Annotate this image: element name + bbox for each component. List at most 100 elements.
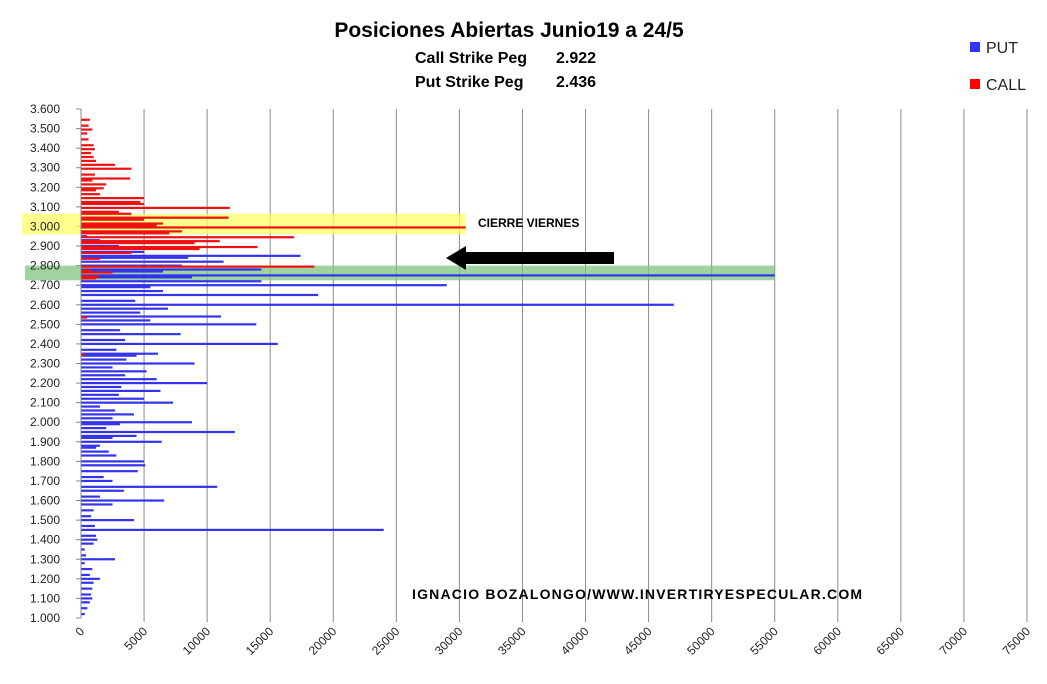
call-bar: [81, 230, 182, 233]
put-bar: [81, 485, 218, 488]
x-tick-label: 55000: [747, 624, 781, 658]
call-bar: [81, 177, 131, 180]
put-bar: [81, 567, 93, 571]
call-bar: [81, 257, 100, 260]
put-bar: [81, 475, 104, 479]
put-bar: [81, 515, 92, 518]
y-tick-label: 2.400: [30, 337, 60, 351]
put-bar: [81, 315, 222, 318]
call-bar: [81, 173, 95, 176]
put-bar: [81, 612, 85, 616]
y-tick-label: 2.200: [30, 376, 60, 390]
y-tick-label: 3.600: [30, 102, 60, 116]
put-bar: [81, 374, 126, 377]
x-tick-label: 45000: [621, 624, 655, 658]
call-bar: [81, 155, 94, 159]
call-bar: [81, 151, 92, 155]
call-bar: [81, 236, 295, 239]
put-bar: [81, 444, 100, 447]
y-tick-label: 1.000: [30, 611, 60, 625]
put-bar: [81, 299, 136, 302]
y-tick-label: 2.700: [30, 278, 60, 292]
put-bar: [81, 293, 319, 297]
put-bar: [81, 421, 192, 424]
call-bar: [81, 196, 145, 200]
put-bar: [81, 499, 165, 502]
x-tick-labels: 0 5000 10000 15000 20000 25000 30000 35000 40000…: [72, 624, 1033, 658]
call-bar: [81, 240, 220, 243]
watermark: IGNACIO BOZALONGO/WWW.INVERTIRYESPECULAR…: [412, 586, 863, 602]
y-tick-label: 1.500: [30, 513, 60, 527]
y-tick-label: 2.000: [30, 415, 60, 429]
put-bar: [81, 254, 301, 257]
y-tick-label: 2.100: [30, 396, 60, 410]
put-bar: [81, 413, 134, 416]
put-bar: [81, 538, 98, 541]
y-tick-labels: 1.000 1.100 1.200 1.300 1.400 1.500 1.600 1.700…: [30, 102, 60, 625]
put-bar: [81, 542, 94, 545]
put-bar: [81, 427, 107, 430]
call-bar: [81, 179, 93, 182]
put-bar: [81, 270, 163, 273]
put-bar: [81, 562, 85, 565]
put-bar: [81, 385, 122, 389]
put-bar: [81, 342, 278, 346]
put-bar: [81, 446, 97, 449]
put-bar: [81, 430, 235, 434]
legend-put-label: PUT: [986, 40, 1018, 57]
x-tick-label: 40000: [558, 624, 592, 658]
subtitle-put-label: Put Strike Peg: [415, 74, 523, 91]
put-bar: [81, 268, 262, 271]
call-bar: [81, 265, 315, 268]
put-bar: [81, 256, 189, 259]
x-tick-label: 0: [72, 624, 87, 639]
put-bar: [81, 417, 113, 420]
put-bar: [81, 274, 775, 277]
put-bar: [81, 434, 137, 438]
call-bar: [81, 212, 132, 215]
y-tick-label: 1.800: [30, 454, 60, 468]
call-bar: [81, 202, 145, 206]
x-tick-label: 60000: [810, 624, 844, 658]
gridlines: [76, 108, 1028, 622]
call-bar: [81, 144, 94, 147]
put-bar: [81, 338, 126, 342]
chart-title: Posiciones Abiertas Junio19 a 24/5: [334, 19, 684, 42]
put-bar: [81, 495, 100, 498]
put-bar: [81, 519, 134, 522]
call-bar: [81, 232, 170, 235]
put-bar: [81, 558, 116, 561]
y-tick-label: 2.800: [30, 259, 60, 273]
call-bar: [81, 353, 85, 356]
legend-call-swatch: [970, 79, 980, 89]
put-bar: [81, 528, 384, 532]
put-bar: [81, 489, 124, 492]
put-bar: [81, 303, 674, 306]
put-bar: [81, 423, 121, 426]
y-tick-label: 3.100: [30, 200, 60, 214]
put-bar: [81, 307, 169, 310]
put-bar: [81, 503, 113, 506]
legend-call-label: CALL: [986, 77, 1026, 94]
put-bar: [81, 587, 93, 590]
call-bar: [81, 187, 104, 190]
call-bar: [81, 277, 97, 280]
call-bar: [81, 163, 116, 166]
y-tick-label: 3.200: [30, 180, 60, 194]
put-bar: [81, 454, 117, 457]
put-bar: [81, 509, 94, 512]
x-tick-label: 25000: [369, 624, 403, 658]
call-bar: [81, 224, 157, 227]
put-bar: [81, 319, 151, 322]
y-tick-label: 1.100: [30, 591, 60, 605]
call-bar: [81, 222, 163, 225]
call-bar: [81, 200, 141, 204]
y-tick-label: 1.600: [30, 494, 60, 508]
call-bar: [81, 275, 100, 278]
put-bar: [81, 581, 94, 584]
put-bar: [81, 593, 92, 596]
put-bar: [81, 276, 192, 279]
call-bar: [81, 138, 89, 141]
put-bar: [81, 329, 121, 332]
put-bar: [81, 397, 145, 400]
